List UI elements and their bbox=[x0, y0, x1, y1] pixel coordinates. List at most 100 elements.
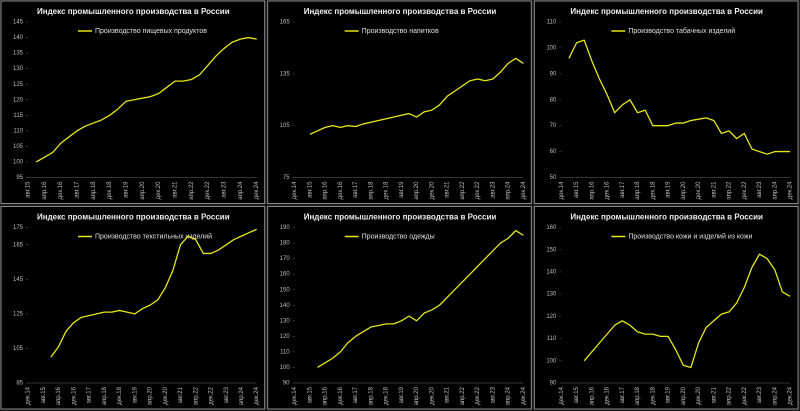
chart-title: Индекс промышленного производства в Росс… bbox=[304, 213, 497, 222]
x-tick-label: апр.18 bbox=[368, 181, 374, 200]
x-tick-label: апр.16 bbox=[323, 181, 329, 200]
x-tick-label: апр.20 bbox=[681, 386, 687, 405]
chart-panel: Индекс промышленного производства в Росс… bbox=[267, 0, 532, 204]
x-tick-label: авг.17 bbox=[620, 386, 626, 403]
x-tick-label: апр.18 bbox=[102, 386, 108, 405]
x-tick-label: авг.21 bbox=[445, 181, 451, 198]
x-tick-label: авг.19 bbox=[666, 386, 672, 403]
panel-background bbox=[533, 0, 799, 204]
x-tick-label: авг.17 bbox=[87, 386, 93, 403]
chart-title: Индекс промышленного производства в Росс… bbox=[37, 7, 230, 16]
chart-panel: Индекс промышленного производства в Росс… bbox=[533, 0, 799, 204]
y-tick-label: 90 bbox=[283, 381, 290, 387]
y-tick-label: 145 bbox=[13, 20, 24, 26]
chart-panel: Индекс промышленного производства в Росс… bbox=[267, 206, 532, 410]
x-tick-label: авг.15 bbox=[574, 386, 580, 403]
x-tick-label: дек.20 bbox=[429, 181, 435, 199]
x-tick-label: авг.21 bbox=[178, 386, 184, 403]
y-tick-label: 145 bbox=[13, 277, 24, 283]
y-tick-label: 135 bbox=[13, 51, 24, 57]
x-tick-label: дек.18 bbox=[107, 181, 113, 199]
x-tick-label: апр.24 bbox=[238, 181, 244, 200]
x-tick-label: апр.16 bbox=[42, 181, 48, 200]
x-tick-label: дек.22 bbox=[205, 181, 211, 199]
x-tick-label: апр.22 bbox=[727, 386, 733, 405]
x-tick-label: дек.18 bbox=[384, 386, 390, 404]
x-tick-label: авг.23 bbox=[757, 386, 763, 403]
x-tick-label: дек.24 bbox=[521, 386, 527, 404]
y-tick-label: 170 bbox=[280, 256, 291, 262]
x-tick-label: дек.24 bbox=[254, 181, 260, 199]
x-tick-label: дек.16 bbox=[58, 181, 64, 199]
x-tick-label: авг.21 bbox=[711, 181, 717, 198]
x-tick-label: апр.24 bbox=[506, 386, 512, 405]
y-tick-label: 105 bbox=[13, 144, 24, 150]
y-tick-label: 100 bbox=[13, 160, 24, 166]
x-tick-label: авг.23 bbox=[757, 181, 763, 198]
x-tick-label: авг.19 bbox=[666, 181, 672, 198]
x-tick-label: дек.16 bbox=[605, 181, 611, 199]
x-tick-label: дек.14 bbox=[559, 181, 565, 199]
y-tick-label: 100 bbox=[546, 358, 557, 364]
y-tick-label: 95 bbox=[16, 175, 23, 181]
series-line bbox=[309, 57, 524, 135]
x-tick-label: авг.19 bbox=[132, 386, 138, 403]
x-tick-label: авг.23 bbox=[222, 181, 228, 198]
x-tick-label: авг.15 bbox=[307, 386, 313, 403]
y-tick-label: 60 bbox=[550, 149, 557, 155]
legend-label: Производство кожи и изделий из кожи bbox=[628, 232, 752, 240]
x-tick-label: дек.18 bbox=[650, 181, 656, 199]
x-tick-label: дек.20 bbox=[696, 181, 702, 199]
y-tick-label: 120 bbox=[13, 97, 24, 103]
x-tick-label: апр.22 bbox=[460, 386, 466, 405]
y-tick-label: 140 bbox=[280, 303, 291, 309]
x-tick-label: авг.23 bbox=[490, 386, 496, 403]
y-tick-label: 190 bbox=[280, 225, 291, 231]
x-tick-label: дек.20 bbox=[429, 386, 435, 404]
x-tick-label: дек.24 bbox=[788, 181, 794, 199]
y-tick-label: 125 bbox=[13, 82, 24, 88]
x-tick-label: дек.16 bbox=[338, 181, 344, 199]
chart-panel: Индекс промышленного производства в Росс… bbox=[533, 206, 799, 410]
x-tick-label: апр.18 bbox=[368, 386, 374, 405]
y-tick-label: 110 bbox=[547, 20, 557, 26]
chart-title: Индекс промышленного производства в Росс… bbox=[37, 213, 230, 222]
series-line bbox=[50, 228, 257, 358]
x-tick-label: дек.22 bbox=[475, 181, 481, 199]
chart-title: Индекс промышленного производства в Росс… bbox=[304, 7, 497, 16]
y-tick-label: 150 bbox=[546, 247, 557, 253]
x-tick-label: дек.18 bbox=[117, 386, 123, 404]
series-line bbox=[568, 39, 790, 155]
x-tick-label: авг.21 bbox=[711, 386, 717, 403]
x-tick-label: авг.15 bbox=[41, 386, 47, 403]
x-tick-label: авг.17 bbox=[620, 181, 626, 198]
y-tick-label: 135 bbox=[280, 71, 291, 77]
x-tick-label: апр.24 bbox=[772, 386, 778, 405]
x-tick-label: дек.14 bbox=[292, 386, 298, 404]
x-tick-label: дек.22 bbox=[475, 386, 481, 404]
y-tick-label: 105 bbox=[280, 123, 291, 129]
y-tick-label: 110 bbox=[13, 128, 23, 134]
series-line bbox=[583, 253, 791, 369]
y-tick-label: 130 bbox=[280, 318, 291, 324]
series-line bbox=[317, 229, 524, 369]
y-tick-label: 100 bbox=[280, 365, 291, 371]
x-tick-label: дек.22 bbox=[209, 386, 215, 404]
x-tick-label: дек.20 bbox=[696, 386, 702, 404]
x-tick-label: апр.18 bbox=[635, 386, 641, 405]
x-tick-label: апр.16 bbox=[589, 181, 595, 200]
x-tick-label: дек.16 bbox=[71, 386, 77, 404]
x-tick-label: апр.20 bbox=[414, 181, 420, 200]
x-tick-label: авг.17 bbox=[353, 386, 359, 403]
y-tick-label: 90 bbox=[550, 381, 557, 387]
x-tick-label: дек.24 bbox=[254, 386, 260, 404]
y-tick-label: 160 bbox=[546, 225, 557, 231]
x-tick-label: дек.24 bbox=[788, 386, 794, 404]
y-tick-label: 85 bbox=[16, 381, 23, 387]
x-tick-label: авг.19 bbox=[399, 386, 405, 403]
y-tick-label: 140 bbox=[13, 35, 24, 41]
y-tick-label: 175 bbox=[13, 225, 24, 231]
y-tick-label: 150 bbox=[280, 287, 291, 293]
y-tick-label: 70 bbox=[550, 123, 557, 129]
